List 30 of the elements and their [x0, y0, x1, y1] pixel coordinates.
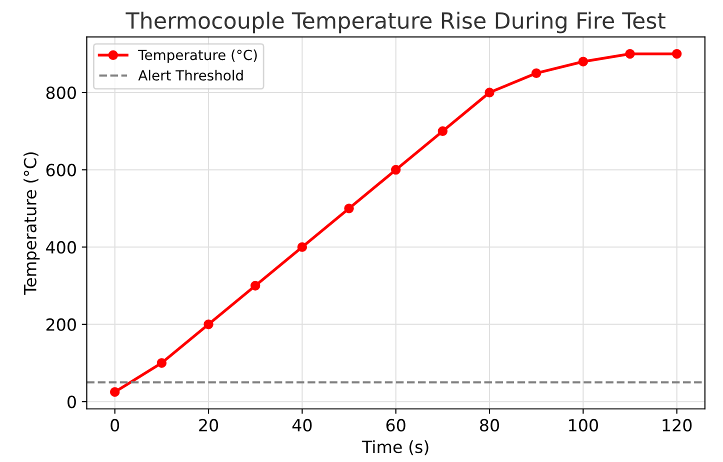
point [110, 387, 120, 397]
x-tick-label: 80 [480, 418, 499, 432]
x-tick-label: 100 [569, 418, 598, 432]
point [390, 164, 401, 175]
point [438, 126, 448, 136]
y-axis-title: Temperature (°C) [24, 152, 40, 295]
point [672, 49, 682, 59]
chart-title: Thermocouple Temperature Rise During Fire Test [126, 12, 666, 34]
point [250, 280, 260, 291]
y-tick-label: 0 [68, 396, 76, 408]
point [297, 242, 308, 252]
x-tick-label: 40 [292, 418, 312, 432]
y-tick-label: 800 [46, 86, 76, 100]
point [531, 68, 542, 78]
x-tick-label: 60 [386, 418, 406, 432]
point [578, 56, 588, 66]
legend-label: Temperature (°C) [138, 49, 257, 63]
x-tick-label: 120 [662, 418, 692, 432]
point [625, 49, 635, 59]
y-tick-label: 200 [46, 318, 76, 331]
x-tick-label: 20 [199, 418, 218, 432]
y-tick-label: 600 [46, 164, 76, 176]
legend-label: Alert Threshold [138, 70, 243, 81]
point [484, 88, 494, 98]
point [204, 319, 214, 330]
point [344, 204, 354, 214]
x-axis-title: Time (s) [362, 440, 428, 456]
x-tick-label: 0 [110, 418, 120, 432]
y-tick-label: 400 [46, 241, 76, 254]
point [156, 358, 167, 368]
